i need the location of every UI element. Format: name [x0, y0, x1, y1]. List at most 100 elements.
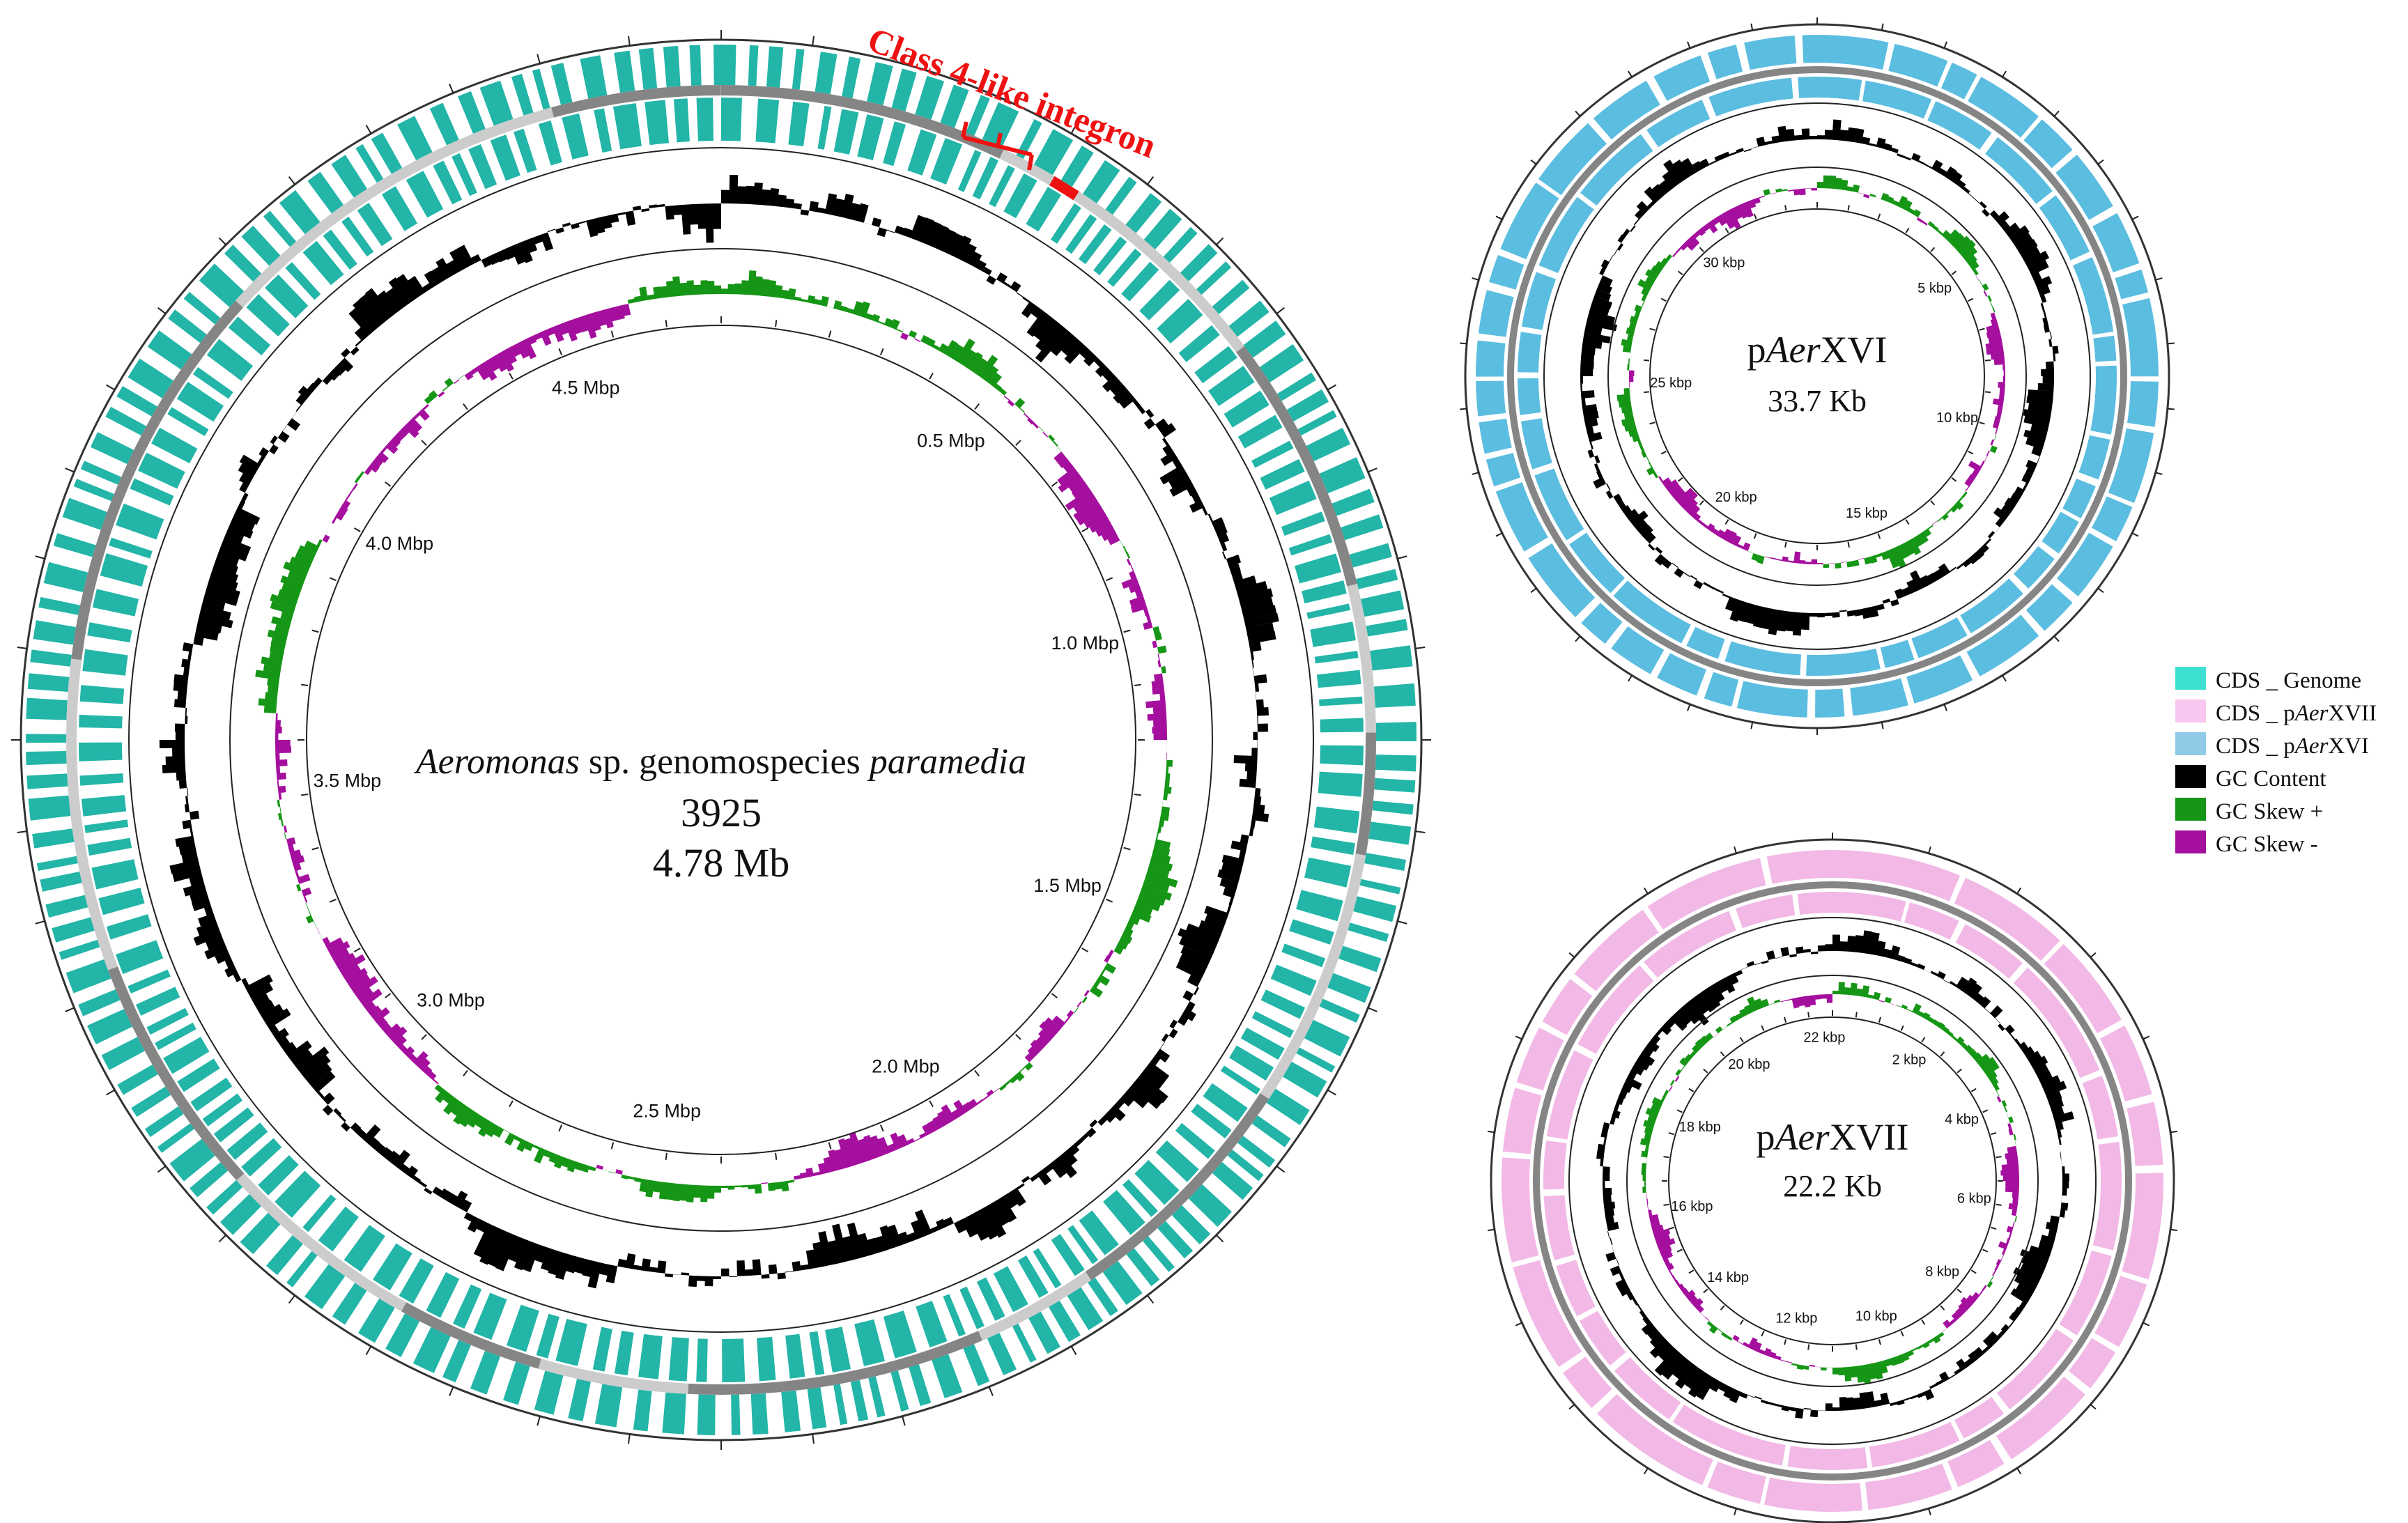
cds-feature	[1955, 924, 2023, 979]
tick-mark	[365, 1345, 372, 1355]
tick-mark	[1568, 1404, 1575, 1410]
cds-feature	[594, 108, 612, 153]
svg-text:GC Skew -: GC Skew -	[2216, 832, 2318, 857]
cds-feature	[1251, 1115, 1291, 1147]
cds-feature	[842, 56, 861, 99]
tick-mark	[1905, 227, 1910, 233]
tick-mark	[2097, 587, 2104, 594]
cds-feature	[1289, 919, 1334, 945]
tick-mark	[157, 1166, 167, 1173]
tick-mark	[1668, 1132, 1674, 1136]
cds-feature	[592, 1327, 612, 1372]
cds-feature	[755, 98, 780, 144]
cds-feature	[1593, 80, 1660, 140]
cds-feature	[1212, 1161, 1253, 1200]
tick-mark	[421, 1034, 427, 1040]
ring-outline	[1649, 208, 1985, 544]
tick-mark	[2167, 408, 2175, 410]
cds-feature	[1033, 129, 1074, 176]
cds-feature	[116, 385, 157, 417]
tick-mark	[1881, 23, 1884, 31]
cds-feature	[87, 837, 132, 856]
tick-mark	[1847, 541, 1850, 548]
cds-feature	[65, 959, 111, 994]
cds-feature	[1904, 902, 1959, 940]
tick-mark	[1106, 898, 1113, 903]
tick-mark	[1930, 500, 1936, 506]
cds-feature	[757, 1336, 776, 1382]
cds-feature	[1067, 1225, 1099, 1265]
tick-mark	[902, 54, 906, 64]
cds-feature	[1243, 320, 1286, 358]
cds-feature	[614, 50, 635, 93]
cds-feature	[2094, 1276, 2147, 1347]
cds-feature	[1954, 878, 2060, 961]
cds-feature	[82, 649, 128, 676]
cds-feature	[426, 1271, 460, 1318]
cds-feature	[1283, 1061, 1327, 1098]
ring-outline	[1626, 975, 2039, 1387]
cds-feature	[32, 828, 75, 849]
tick-label: 4 kbp	[1945, 1112, 1979, 1127]
tick-mark	[1368, 467, 1377, 473]
cds-feature	[833, 1384, 848, 1425]
backbone-segment	[401, 1302, 541, 1369]
tick-mark	[1968, 297, 1974, 302]
cds-feature	[1319, 696, 1363, 706]
genome-backbone-ring	[66, 84, 1376, 1395]
cds-feature	[1996, 1376, 2085, 1460]
cds-feature	[190, 1162, 229, 1198]
tick-label: 14 kbp	[1707, 1270, 1749, 1285]
cds-feature	[1817, 35, 1889, 70]
cds-feature	[1500, 183, 1559, 260]
tick-mark	[509, 372, 514, 380]
cds-feature	[825, 1327, 851, 1373]
cds-feature	[151, 427, 198, 464]
tick-mark	[2016, 1467, 2022, 1475]
cds-feature	[1563, 1356, 1612, 1409]
cds-feature	[1266, 1088, 1310, 1125]
cds-feature	[1320, 718, 1364, 733]
tick-mark	[1855, 1344, 1858, 1350]
cds-feature	[1122, 1179, 1158, 1217]
cds-feature	[2073, 257, 2114, 335]
cds-feature	[1736, 681, 1808, 718]
cds-feature	[2025, 584, 2073, 631]
tick-mark	[1147, 1294, 1155, 1304]
tick-mark	[301, 794, 309, 796]
cds-feature	[135, 987, 180, 1016]
tick-label: 4.5 Mbp	[552, 377, 620, 398]
cds-feature	[146, 1007, 189, 1035]
cds-feature	[1556, 1260, 1596, 1317]
tick-mark	[1970, 1088, 1977, 1092]
cds-feature	[1520, 418, 1552, 470]
backbone-ring	[1533, 881, 2132, 1481]
cds-feature	[2082, 1075, 2119, 1140]
tick-mark	[1643, 359, 1650, 362]
cds-feature	[1521, 272, 1557, 330]
cds-feature	[1270, 964, 1317, 996]
tick-mark	[449, 1386, 454, 1396]
cds-feature	[1093, 236, 1127, 276]
cds-feature	[1485, 453, 1521, 487]
tick-mark	[2001, 674, 2007, 682]
gc-skew-positive	[255, 270, 1178, 1203]
backbone-segment	[1347, 584, 1376, 733]
cds-feature	[1286, 389, 1329, 422]
cds-feature	[73, 479, 114, 502]
cds-feature	[2013, 967, 2100, 1079]
cds-feature	[258, 1154, 299, 1196]
tick-label: 2.5 Mbp	[633, 1100, 701, 1121]
tick-mark	[1643, 1467, 1649, 1475]
tick-mark	[1979, 422, 1985, 425]
cds-feature	[536, 1313, 559, 1359]
tick-mark	[1515, 1322, 1522, 1327]
tick-mark	[157, 307, 167, 314]
tick-label: 1.0 Mbp	[1051, 633, 1120, 654]
tick-label: 12 kbp	[1775, 1311, 1817, 1327]
cds-feature	[1359, 879, 1401, 895]
cds-feature	[33, 620, 77, 645]
cds-feature	[1798, 77, 1817, 98]
cds-feature	[1579, 1311, 1626, 1366]
